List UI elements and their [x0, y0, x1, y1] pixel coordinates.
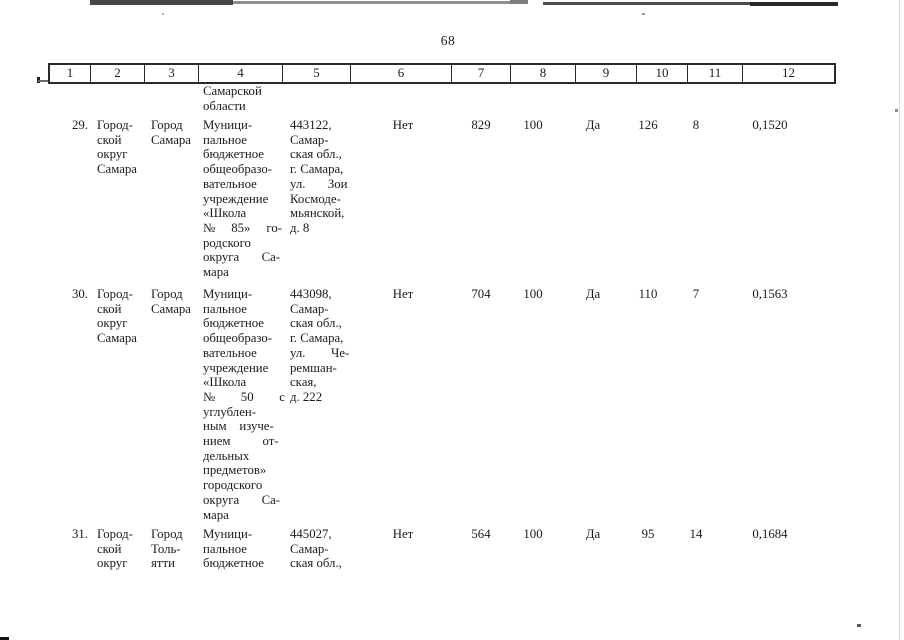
- column-header-9: 9: [576, 65, 637, 82]
- col7-value: 704: [471, 287, 491, 301]
- page-number: 68: [440, 33, 456, 48]
- scan-artifact-top-band: [233, 1, 510, 4]
- scan-speck: [642, 13, 645, 15]
- col6-value: Нет: [392, 527, 414, 541]
- scan-speck: [895, 109, 898, 112]
- col7-value: 564: [471, 527, 491, 541]
- column-header-5: 5: [283, 65, 351, 82]
- scan-artifact-corner: [0, 637, 9, 640]
- municipal-district: Город- ской округ Самара: [97, 287, 137, 346]
- col12-value: 0,1563: [752, 287, 788, 301]
- institution-name: Самарской области: [203, 84, 262, 113]
- city: Город Самара: [151, 118, 191, 147]
- scan-artifact-top-band: [543, 2, 750, 5]
- scan-artifact-top-band: [90, 0, 233, 5]
- row-index: 30.: [72, 287, 88, 301]
- col12-value: 0,1684: [752, 527, 788, 541]
- col9-value: Да: [585, 287, 601, 301]
- scan-speck: [857, 624, 861, 627]
- scan-artifact-top-band: [750, 2, 838, 6]
- institution-name: Муници- пальное бюджетное общеобразо- ва…: [203, 118, 282, 280]
- column-header-4: 4: [199, 65, 283, 82]
- col11-value: 7: [692, 287, 700, 301]
- column-header-7: 7: [452, 65, 511, 82]
- institution-name: Муници- пальное бюджетное: [203, 527, 264, 571]
- column-header-12: 12: [782, 65, 795, 80]
- address: 445027, Самар- ская обл.,: [290, 527, 342, 571]
- address: 443122, Самар- ская обл., г. Самара, ул.…: [290, 118, 348, 235]
- city: Город Толь- ятти: [151, 527, 183, 571]
- scan-artifact-line: [38, 80, 50, 82]
- col12-value: 0,1520: [752, 118, 788, 132]
- column-header-2: 2: [91, 65, 145, 82]
- col10-value: 126: [638, 118, 658, 132]
- institution-name: Муници- пальное бюджетное общеобразо- ва…: [203, 287, 285, 522]
- col9-value: Да: [585, 118, 601, 132]
- col11-value: 8: [692, 118, 700, 132]
- column-header-8: 8: [511, 65, 576, 82]
- municipal-district: Город- ской округ: [97, 527, 133, 571]
- col10-value: 110: [638, 287, 658, 301]
- col6-value: Нет: [392, 287, 414, 301]
- row-index: 31.: [72, 527, 88, 541]
- column-header-11: 11: [688, 65, 743, 82]
- col9-value: Да: [585, 527, 601, 541]
- col10-value: 95: [641, 527, 655, 541]
- table-header-row: 1 2 3 4 5 6 7 8 9 10 11 12: [48, 63, 836, 84]
- scan-artifact-edge-line: [899, 0, 900, 640]
- row-index: 29.: [72, 118, 88, 132]
- column-header-10: 10: [637, 65, 688, 82]
- col7-value: 829: [471, 118, 491, 132]
- col11-value: 14: [689, 527, 703, 541]
- municipal-district: Город- ской округ Самара: [97, 118, 137, 177]
- scan-artifact-top-band: [510, 0, 528, 4]
- city: Город Самара: [151, 287, 191, 316]
- col8-value: 100: [523, 118, 543, 132]
- address: 443098, Самар- ская обл., г. Самара, ул.…: [290, 287, 350, 404]
- col8-value: 100: [523, 287, 543, 301]
- col6-value: Нет: [392, 118, 414, 132]
- column-header-6: 6: [351, 65, 452, 82]
- scan-speck: [162, 13, 164, 15]
- column-header-3: 3: [145, 65, 199, 82]
- column-header-1: 1: [50, 65, 91, 82]
- col8-value: 100: [523, 527, 543, 541]
